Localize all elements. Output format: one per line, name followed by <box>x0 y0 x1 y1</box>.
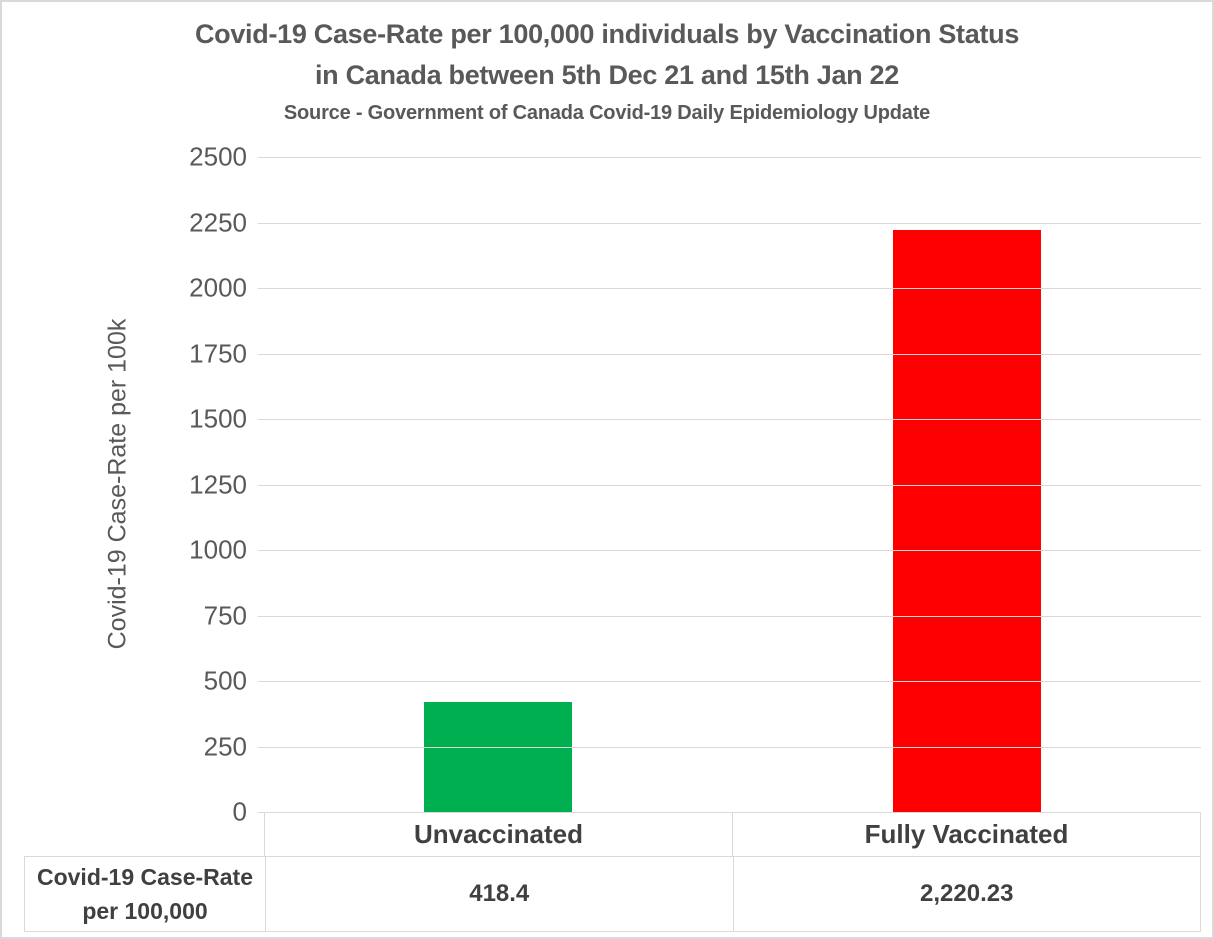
y-axis-tick-label-0: 0 <box>232 796 247 827</box>
y-axis-tick-label-250: 250 <box>203 731 247 761</box>
gridline-1000 <box>258 550 1201 551</box>
chart-title-line2: in Canada between 5th Dec 21 and 15th Ja… <box>314 60 899 90</box>
y-axis-tick-label-1750: 1750 <box>189 338 247 368</box>
bar-fully-vaccinated <box>892 230 1041 812</box>
chart-source-note: Source - Government of Canada Covid-19 D… <box>283 102 931 124</box>
gridline-1750 <box>258 353 1201 355</box>
gridline-0 <box>258 812 1201 813</box>
gridline-1500 <box>258 419 1201 420</box>
y-axis-tick-label-1500: 1500 <box>189 403 247 434</box>
gridline-2500 <box>258 157 1201 158</box>
plot-area: 2500 2250 2000 1750 1500 1250 1000 750 500 250 0 <box>189 142 1201 827</box>
data-table-value-row: Covid-19 Case-Rate per 100,000 418.4 2,2… <box>24 856 1201 932</box>
y-axis-tick-label-2000: 2000 <box>189 272 247 303</box>
y-axis-tick-label-1000: 1000 <box>189 534 247 565</box>
gridline-2000 <box>258 288 1201 289</box>
y-axis-tick-label-1250: 1250 <box>189 469 247 499</box>
gridline-2250 <box>258 222 1201 224</box>
value-cell-fully-vaccinated: 2,220.23 <box>732 857 1201 931</box>
value-cell-unvaccinated: 418.4 <box>265 857 733 931</box>
data-table-row-header: Covid-19 Case-Rate per 100,000 <box>25 857 265 931</box>
y-axis-tick-label-2500: 2500 <box>189 141 247 172</box>
gridline-250 <box>258 746 1201 748</box>
row-header-line2: per 100,000 <box>82 898 208 924</box>
y-axis-title: Covid-19 Case-Rate per 100k <box>103 318 132 650</box>
gridline-1250 <box>258 484 1201 486</box>
column-fully-vaccinated <box>733 157 1202 812</box>
row-header-line1: Covid-19 Case-Rate <box>36 864 254 890</box>
category-label-row: Unvaccinated Fully Vaccinated <box>264 812 1201 856</box>
y-axis-tick-label-2250: 2250 <box>189 207 247 237</box>
y-axis-tick-label-500: 500 <box>203 665 247 696</box>
category-label-unvaccinated: Unvaccinated <box>413 818 584 849</box>
category-label-fully-vaccinated: Fully Vaccinated <box>732 812 1200 856</box>
chart-title-line1: Covid-19 Case-Rate per 100,000 individua… <box>194 19 1020 49</box>
gridline-750 <box>258 615 1201 617</box>
bar-unvaccinated <box>424 702 573 812</box>
y-axis-tick-label-750: 750 <box>203 600 247 630</box>
gridline-500 <box>258 681 1201 682</box>
bars-container <box>264 157 1201 812</box>
column-unvaccinated <box>264 157 733 812</box>
